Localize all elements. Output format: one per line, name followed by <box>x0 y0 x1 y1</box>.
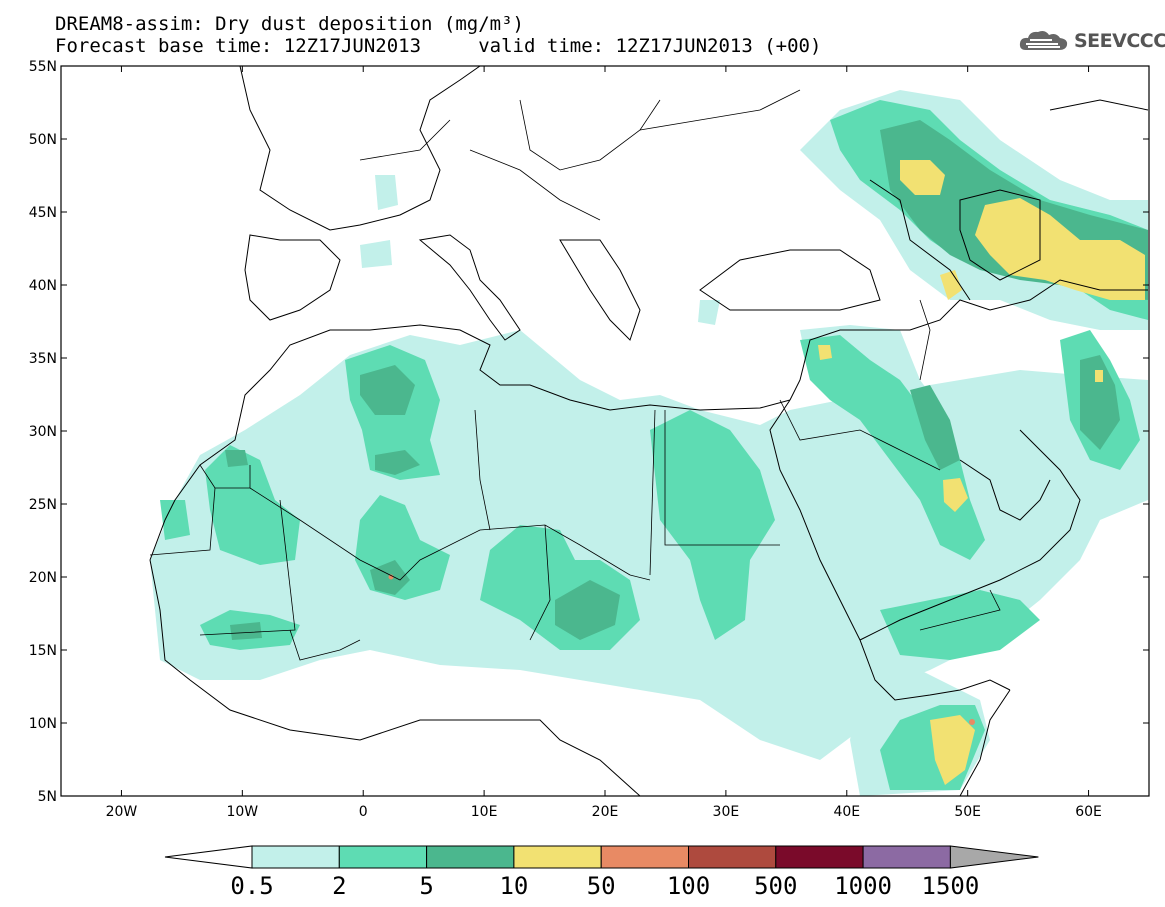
lon-tick-label: 20W <box>106 804 138 820</box>
lon-tick-label: 10W <box>226 804 258 820</box>
lat-tick-label: 30N <box>29 424 57 440</box>
forecast-time: Forecast base time: 12Z17JUN2013 valid t… <box>55 35 822 57</box>
legend-level-label: 2 <box>332 872 346 900</box>
legend-level-label: 10 <box>499 872 528 900</box>
legend-swatch <box>600 845 690 869</box>
legend-level-label: 5 <box>419 872 433 900</box>
color-legend: 0.5 2 5 10 50 100 500 1000 1500 <box>164 845 1039 900</box>
latitude-axis: 55N 50N 45N 40N 35N 30N 25N 20N 15N 10N 5N <box>29 59 1149 805</box>
lon-tick-label: 30E <box>713 804 740 820</box>
legend-level-label: 0.5 <box>230 872 273 900</box>
legend-swatch <box>251 845 340 869</box>
legend-swatch <box>513 845 602 869</box>
map-title: DREAM8-assim: Dry dust deposition (mg/m³… <box>55 13 524 35</box>
lat-tick-label: 55N <box>29 59 57 75</box>
lat-tick-label: 15N <box>29 643 57 659</box>
legend-low-arrow <box>164 845 253 869</box>
legend-level-label: 500 <box>754 872 797 900</box>
legend-level-label: 50 <box>587 872 616 900</box>
lon-tick-label: 10E <box>471 804 498 820</box>
legend-level-label: 1000 <box>834 872 892 900</box>
lat-tick-label: 50N <box>29 132 57 148</box>
dust-field <box>149 66 1149 796</box>
legend-swatch <box>862 845 951 869</box>
seevccc-logo: SEEVCCC <box>1018 26 1165 56</box>
logo-text: SEEVCCC <box>1074 30 1165 52</box>
level-10-area <box>818 160 1145 785</box>
lon-tick-label: 60E <box>1075 804 1102 820</box>
lon-tick-label: 0 <box>359 804 368 820</box>
lat-tick-label: 35N <box>29 351 57 367</box>
legend-high-arrow <box>949 845 1039 869</box>
legend-swatch <box>338 845 428 869</box>
lon-tick-label: 40E <box>833 804 860 820</box>
legend-swatch <box>775 845 864 869</box>
legend-level-label: 100 <box>667 872 710 900</box>
lat-tick-label: 45N <box>29 205 57 221</box>
country-borders <box>149 89 1041 661</box>
lat-tick-label: 40N <box>29 278 57 294</box>
coastlines <box>149 66 1149 796</box>
lat-tick-label: 10N <box>29 716 57 732</box>
lat-tick-label: 20N <box>29 570 57 586</box>
legend-level-label: 1500 <box>922 872 980 900</box>
lat-tick-label: 5N <box>38 789 57 805</box>
cloud-icon <box>1019 31 1068 50</box>
lon-tick-label: 20E <box>592 804 619 820</box>
legend-swatch <box>426 845 515 869</box>
lat-tick-label: 25N <box>29 497 57 513</box>
longitude-axis: 20W 10W 0 10E 20E 30E 40E 50E 60E <box>106 66 1102 820</box>
lon-tick-label: 50E <box>954 804 981 820</box>
legend-swatch <box>688 845 777 869</box>
